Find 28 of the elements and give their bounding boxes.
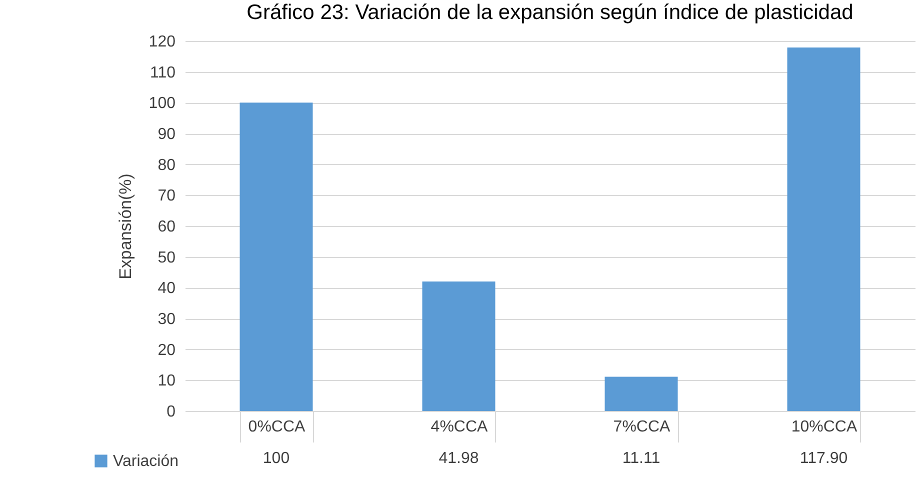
chart-title: Gráfico 23: Variación de la expansión según índice de plasticidad (246, 1, 854, 24)
y-tick-label: 120 (148, 34, 176, 50)
y-tick-label: 70 (158, 188, 176, 205)
x-tick-label: 7%CCA (613, 418, 671, 436)
bar (422, 282, 496, 411)
x-tick-label: 4%CCA (430, 418, 488, 436)
y-tick-label: 40 (158, 280, 176, 298)
data-label: 41.98 (438, 450, 479, 467)
data-label: 117.90 (800, 450, 848, 467)
bar (604, 376, 678, 411)
y-tick-label: 110 (150, 64, 176, 82)
y-tick-label: 20 (158, 342, 176, 359)
bar (240, 102, 313, 411)
y-axis-title: Expansión(%) (116, 174, 135, 280)
bar (787, 47, 860, 411)
y-tick-label: 10 (158, 372, 176, 390)
y-tick-label: 60 (158, 218, 176, 236)
y-tick-label: 90 (158, 126, 176, 143)
x-tick-label: 10%CCA (791, 418, 858, 436)
y-tick-label: 30 (158, 311, 176, 328)
data-label: 11.11 (622, 450, 660, 467)
y-tick-label: 0 (166, 404, 176, 420)
x-tick-label: 0%CCA (248, 418, 306, 436)
data-label: 100 (262, 450, 290, 467)
y-tick-label: 50 (158, 249, 176, 266)
y-tick-label: 100 (148, 95, 176, 112)
y-tick-label: 80 (158, 156, 176, 174)
legend-label: Variación (113, 453, 179, 470)
